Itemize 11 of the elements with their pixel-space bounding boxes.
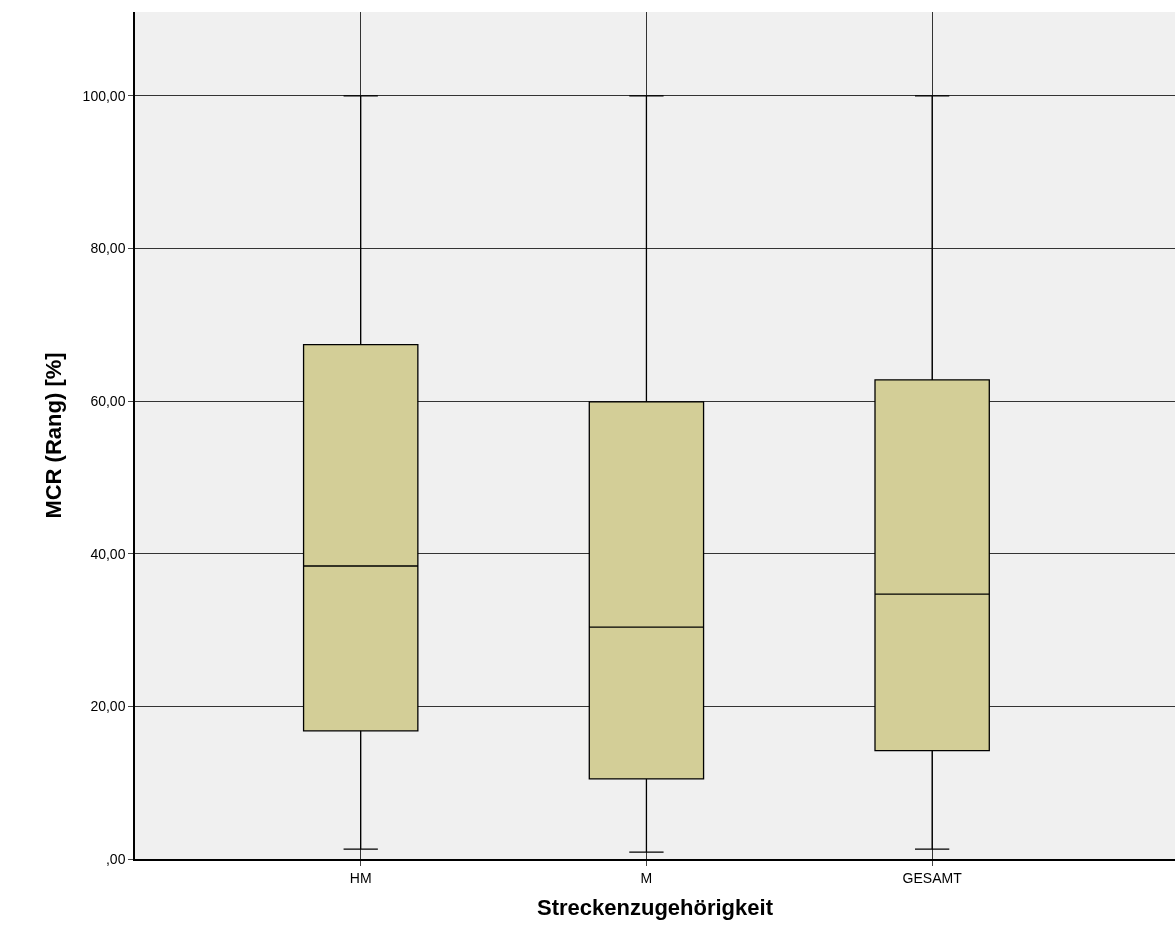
x-tick-label: M xyxy=(640,869,653,886)
y-tick-label: 80,00 xyxy=(90,240,126,257)
x-tick-label: HM xyxy=(349,869,372,886)
y-axis-title: MCR (Rang) [%] xyxy=(40,352,66,519)
y-tick-label: ,00 xyxy=(105,850,126,867)
y-tick-label: 100,00 xyxy=(82,87,126,104)
y-tick-label: 20,00 xyxy=(90,698,126,715)
y-tick-label: 40,00 xyxy=(90,545,126,562)
x-axis-title: Streckenzugehörigkeit xyxy=(537,894,774,920)
x-tick-label: GESAMT xyxy=(902,869,963,886)
y-tick-label: 60,00 xyxy=(90,393,126,410)
